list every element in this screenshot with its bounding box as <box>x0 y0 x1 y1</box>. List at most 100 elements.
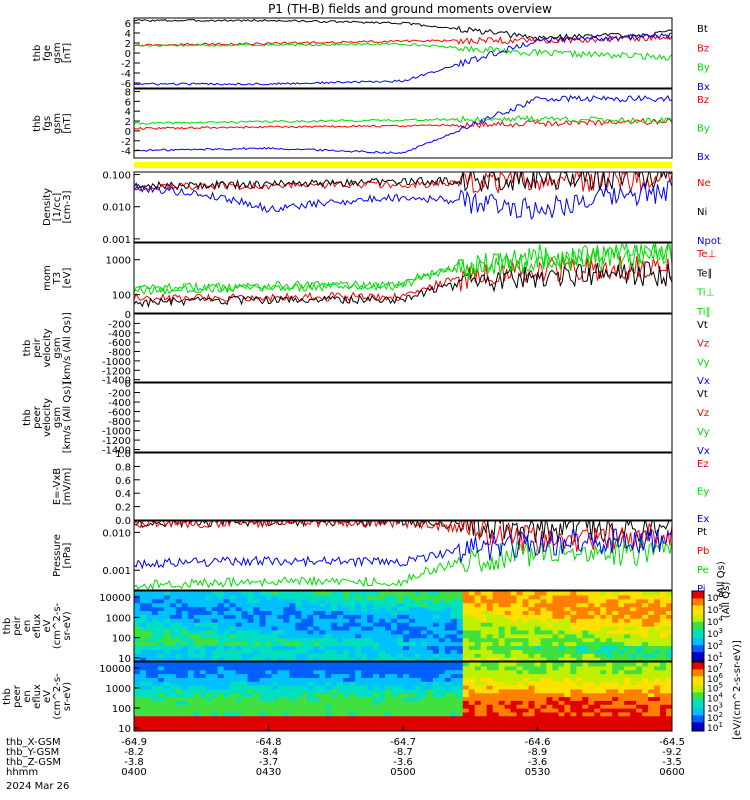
spectrogram-cell <box>223 669 231 675</box>
spectrogram-cell <box>654 704 661 709</box>
y-tick-label: -4 <box>121 69 131 80</box>
spectrogram-cell <box>594 598 601 604</box>
spectrogram-cell <box>373 594 380 600</box>
spectrogram-cell <box>654 633 661 639</box>
spectrogram-cell <box>516 708 524 713</box>
spectrogram-cell <box>217 606 225 612</box>
spectrogram-cell <box>355 645 362 650</box>
spectrogram-cell <box>612 649 619 654</box>
spectrogram-cell <box>253 708 261 713</box>
spectrogram-cell <box>205 653 213 658</box>
spectrogram-cell <box>480 665 488 671</box>
spectrogram-cell <box>552 692 560 698</box>
spectrogram-cell <box>217 637 225 643</box>
spectrogram-cell <box>534 685 542 690</box>
spectrogram-cell <box>564 708 571 713</box>
spectrogram-cell <box>444 677 452 682</box>
spectrogram-cell <box>307 618 314 623</box>
spectrogram-cell <box>373 602 380 608</box>
spectrogram-cell <box>247 594 255 600</box>
spectrogram-cell <box>462 657 470 661</box>
spectrogram-cell <box>660 645 667 650</box>
spectrogram-cell <box>582 696 589 701</box>
spectrogram-cell <box>648 653 655 658</box>
spectrogram-cell <box>379 629 386 635</box>
spectrogram-cell <box>588 653 595 658</box>
spectrogram-cell <box>205 696 213 701</box>
spectrogram-cell <box>600 602 607 608</box>
spectrogram-cell <box>163 708 171 713</box>
spectrogram-cell <box>534 633 542 639</box>
spectrogram-cell <box>426 657 434 661</box>
spectrogram-cell <box>450 704 458 709</box>
spectrogram-cell <box>247 681 255 686</box>
spectrogram-cell <box>187 653 195 658</box>
spectrogram-cell <box>654 594 661 600</box>
spectrogram-cell <box>510 602 518 608</box>
spectrogram-cell <box>456 715 464 721</box>
spectrogram-cell <box>414 594 422 600</box>
spectrogram-cell <box>289 622 296 627</box>
spectrogram-cell <box>331 610 338 615</box>
spectrogram-cell <box>349 719 356 724</box>
spectrogram-cell <box>307 641 314 647</box>
spectrogram-cell <box>295 610 302 615</box>
spectrogram-cell <box>528 598 536 604</box>
spectrogram-cell <box>385 700 392 705</box>
spectrogram-cell <box>289 692 296 698</box>
spectrogram-cell <box>331 677 338 682</box>
spectrogram-cell <box>426 669 434 675</box>
spectrogram-cell <box>211 629 219 635</box>
spectrogram-cell <box>420 681 428 686</box>
spectrogram-cell <box>175 681 183 686</box>
spectrogram-cell <box>570 708 577 713</box>
y-tick-label: 6 <box>125 19 131 30</box>
spectrogram-cell <box>181 614 189 619</box>
spectrogram-cell <box>253 700 261 705</box>
legend-vz: Vz <box>697 408 709 419</box>
spectrogram-cell <box>385 708 392 713</box>
spectrogram-cell <box>289 626 296 631</box>
spectrogram-cell <box>379 657 386 661</box>
spectrogram-cell <box>468 723 476 728</box>
axis-tick-label: -9.2 <box>662 747 682 758</box>
spectrogram-cell <box>145 681 153 686</box>
spectrogram-cell <box>265 610 273 615</box>
spectrogram-cell <box>450 649 458 654</box>
spectrogram-cell <box>193 606 201 612</box>
spectrogram-cell <box>642 591 649 596</box>
spectrogram-cell <box>558 685 565 690</box>
y-axis-label-line: sr-eV) <box>62 611 73 640</box>
spectrogram-cell <box>373 708 380 713</box>
spectrogram-cell <box>408 704 416 709</box>
spectrogram-cell <box>403 665 410 671</box>
spectrogram-cell <box>414 665 422 671</box>
spectrogram-cell <box>277 677 285 682</box>
spectrogram-cell <box>331 602 338 608</box>
spectrogram-cell <box>289 637 296 643</box>
spectrogram-cell <box>181 700 189 705</box>
spectrogram-cell <box>516 649 524 654</box>
spectrogram-cell <box>139 673 147 678</box>
spectrogram-cell <box>163 673 171 678</box>
legend-vt: Vt <box>697 389 708 400</box>
spectrogram-cell <box>277 704 285 709</box>
spectrogram-cell <box>295 669 302 675</box>
spectrogram-cell <box>666 598 672 604</box>
panel-frame <box>133 313 673 383</box>
spectrogram-cell <box>432 657 440 661</box>
spectrogram-cell <box>558 591 565 596</box>
spectrogram-cell <box>522 602 530 608</box>
spectrogram-cell <box>367 704 374 709</box>
spectrogram-cell <box>480 594 488 600</box>
spectrogram-cell <box>546 618 554 623</box>
spectrogram-cell <box>403 696 410 701</box>
spectrogram-cell <box>492 681 500 686</box>
spectrogram-cell <box>193 711 201 717</box>
spectrogram-cell <box>367 677 374 682</box>
spectrogram-cell <box>319 681 326 686</box>
spectrogram-cell <box>534 602 542 608</box>
spectrogram-cell <box>408 677 416 682</box>
spectrogram-cell <box>408 610 416 615</box>
spectrogram-cell <box>134 602 141 608</box>
